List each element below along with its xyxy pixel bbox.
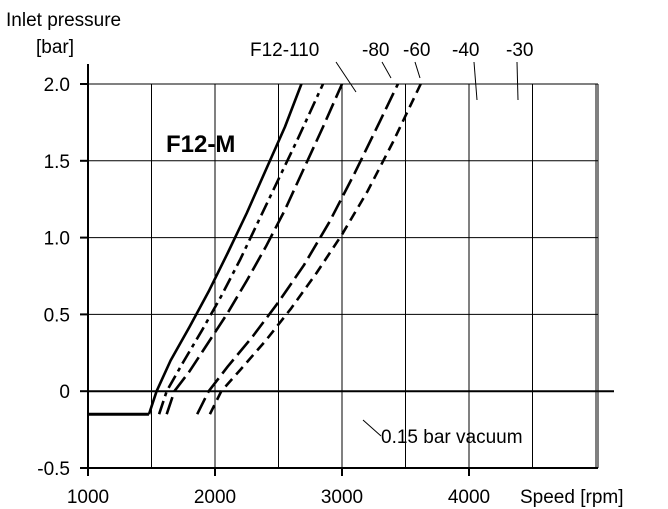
series-line-80 (157, 83, 325, 415)
series-line-60 (165, 83, 344, 415)
y-tick-label: 1.0 (44, 229, 70, 250)
series-line-f12110 (147, 83, 303, 415)
grid-layer (88, 83, 599, 468)
series-line-30 (208, 83, 422, 415)
vacuum-label: 0.15 bar vacuum (381, 427, 523, 448)
series-label: -60 (403, 40, 430, 61)
y-tick-label: 0 (59, 382, 70, 403)
series-label-leader (516, 61, 519, 101)
y-tick-label: -0.5 (37, 459, 70, 480)
series-label: F12-110 (250, 40, 319, 61)
chart-title: F12-M (166, 131, 235, 158)
series-layer (88, 83, 422, 416)
series-label-leader (414, 61, 421, 79)
series-label-leader (473, 61, 478, 101)
label-layer: F12-110 -80 -60 -40 -30 (250, 40, 533, 437)
x-tick-label: 3000 (321, 487, 363, 508)
series-label: -80 (362, 40, 389, 61)
y-axis-label-line1: Inlet pressure (6, 10, 121, 31)
y-axis-label-line2: [bar] (36, 37, 74, 58)
x-tick-label: 1000 (67, 487, 109, 508)
y-tick-label: 0.5 (44, 305, 70, 326)
x-tick-label: 4000 (448, 487, 490, 508)
series-label-leader (335, 61, 357, 93)
y-tick-label: 2.0 (44, 75, 70, 96)
y-tick-label: 1.5 (44, 152, 70, 173)
series-line-40 (196, 83, 400, 415)
series-label: -40 (452, 40, 479, 61)
series-label-leader (381, 61, 392, 79)
x-tick-label: 2000 (194, 487, 236, 508)
x-axis-label: Speed [rpm] (520, 487, 624, 508)
axis-layer: -0.5 0 0.5 1.0 1.5 2.0 1000 2000 3000 4000 (37, 64, 614, 508)
vacuum-label-leader (362, 419, 382, 437)
series-label: -30 (506, 40, 533, 61)
